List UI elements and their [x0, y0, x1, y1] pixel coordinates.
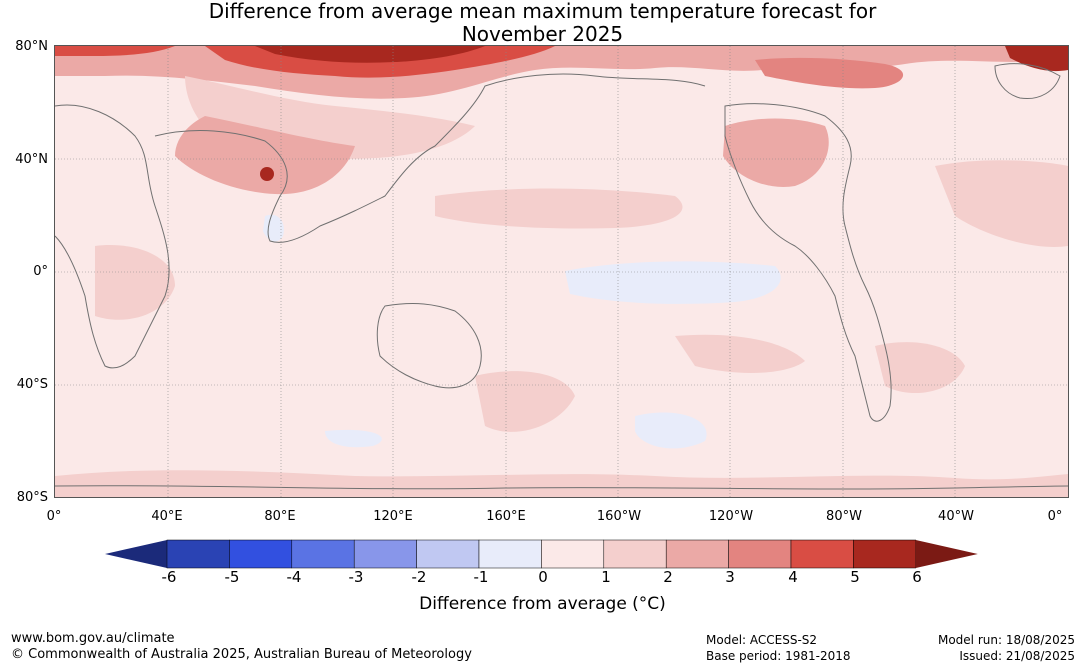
north-pacific-warm-band [435, 188, 683, 229]
antarctic-warm-band [55, 470, 1068, 497]
lon-label-40w: 40°W [938, 509, 974, 524]
canada-hot-zone [755, 57, 904, 89]
footer-model-run: Model run: 18/08/2025 [937, 633, 1075, 647]
colorbar-segment [166, 539, 230, 569]
lon-label-0: 0° [46, 509, 62, 524]
north-america-warm-zone [723, 118, 829, 187]
lon-label-80e: 80°E [264, 509, 296, 524]
title-line-2: November 2025 [461, 22, 624, 46]
north-atlantic-warm-zone [935, 160, 1068, 247]
lon-label-160e: 160°E [486, 509, 526, 524]
lon-label-160w: 160°W [596, 509, 642, 524]
colorbar-tick: 1 [601, 568, 611, 586]
graticule [55, 46, 1068, 497]
colorbar-tick: 4 [788, 568, 798, 586]
colorbar-tick: 0 [538, 568, 548, 586]
colorbar-tick: 5 [850, 568, 860, 586]
siberia-very-hot-zone [255, 46, 485, 63]
colorbar-segment [541, 539, 605, 569]
south-pacific-warm-patch [675, 334, 805, 373]
coastlines [55, 63, 1068, 490]
tibet-hot-spot [260, 167, 274, 181]
equatorial-pacific-cool-tongue [565, 261, 781, 304]
title-line-1: Difference from average mean maximum tem… [208, 0, 877, 23]
southern-ocean-cool-patch [635, 412, 707, 449]
lat-label-80s: 80°S [16, 490, 48, 505]
footer-copyright: © Commonwealth of Australia 2025, Austra… [11, 647, 472, 662]
lon-label-80w: 80°W [826, 509, 862, 524]
footer-website: www.bom.gov.au/climate [11, 631, 175, 646]
coastline-eurasia [154, 73, 706, 243]
lon-label-120e: 120°E [373, 509, 413, 524]
tasman-warm-patch [475, 371, 575, 432]
colorbar-segment [478, 539, 542, 569]
lat-label-40n: 40°N [15, 152, 48, 167]
colorbar-tick: 2 [663, 568, 673, 586]
colorbar-tick: 6 [912, 568, 922, 586]
coastline-africa [55, 104, 170, 369]
lat-label-0: 0° [33, 264, 48, 279]
colorbar-tick: -2 [411, 568, 427, 586]
colorbar-tick: -6 [161, 568, 177, 586]
lon-label-120w: 120°W [708, 509, 754, 524]
lat-label-40s: 40°S [16, 377, 48, 392]
south-atlantic-warm-patch [875, 342, 965, 394]
colorbar-tick: -5 [224, 568, 240, 586]
colorbar-segment [728, 539, 792, 569]
lon-label-40e: 40°E [151, 509, 183, 524]
lon-label-0-right: 0° [1047, 509, 1063, 524]
footer-model: Model: ACCESS-S2 [706, 633, 818, 647]
footer-issued: Issued: 21/08/2025 [959, 649, 1075, 663]
colorbar-tick: -1 [473, 568, 489, 586]
coastline-greenland [994, 63, 1061, 100]
colorbar-segment [353, 539, 417, 569]
colorbar-segment [416, 539, 480, 569]
colorbar-tick: -3 [348, 568, 364, 586]
forecast-map [54, 45, 1069, 498]
africa-warm-patch [95, 245, 175, 320]
southern-indian-cool-patch [325, 429, 382, 448]
colorbar [105, 539, 978, 569]
coastline-australia [376, 303, 482, 389]
colorbar-tick: -4 [286, 568, 302, 586]
coastline-antarctica [55, 485, 1068, 490]
footer-base-period: Base period: 1981-2018 [706, 649, 851, 663]
coastline-americas [724, 103, 892, 422]
arctic-hot-west [55, 46, 175, 56]
greenland-hot-zone [1005, 46, 1068, 72]
colorbar-extend-low [105, 540, 167, 568]
colorbar-extend-high [915, 540, 978, 568]
colorbar-segment [229, 539, 293, 569]
map-canvas [55, 46, 1068, 497]
colorbar-segment [291, 539, 355, 569]
colorbar-segment [790, 539, 854, 569]
colorbar-segment [603, 539, 667, 569]
colorbar-segment [665, 539, 729, 569]
central-asia-warm-zone [175, 116, 355, 195]
colorbar-segment [853, 539, 917, 569]
map-title: Difference from average mean maximum tem… [0, 0, 1085, 46]
colorbar-tick: 3 [725, 568, 735, 586]
lat-label-80n: 80°N [15, 39, 48, 54]
colorbar-label: Difference from average (°C) [419, 594, 666, 614]
